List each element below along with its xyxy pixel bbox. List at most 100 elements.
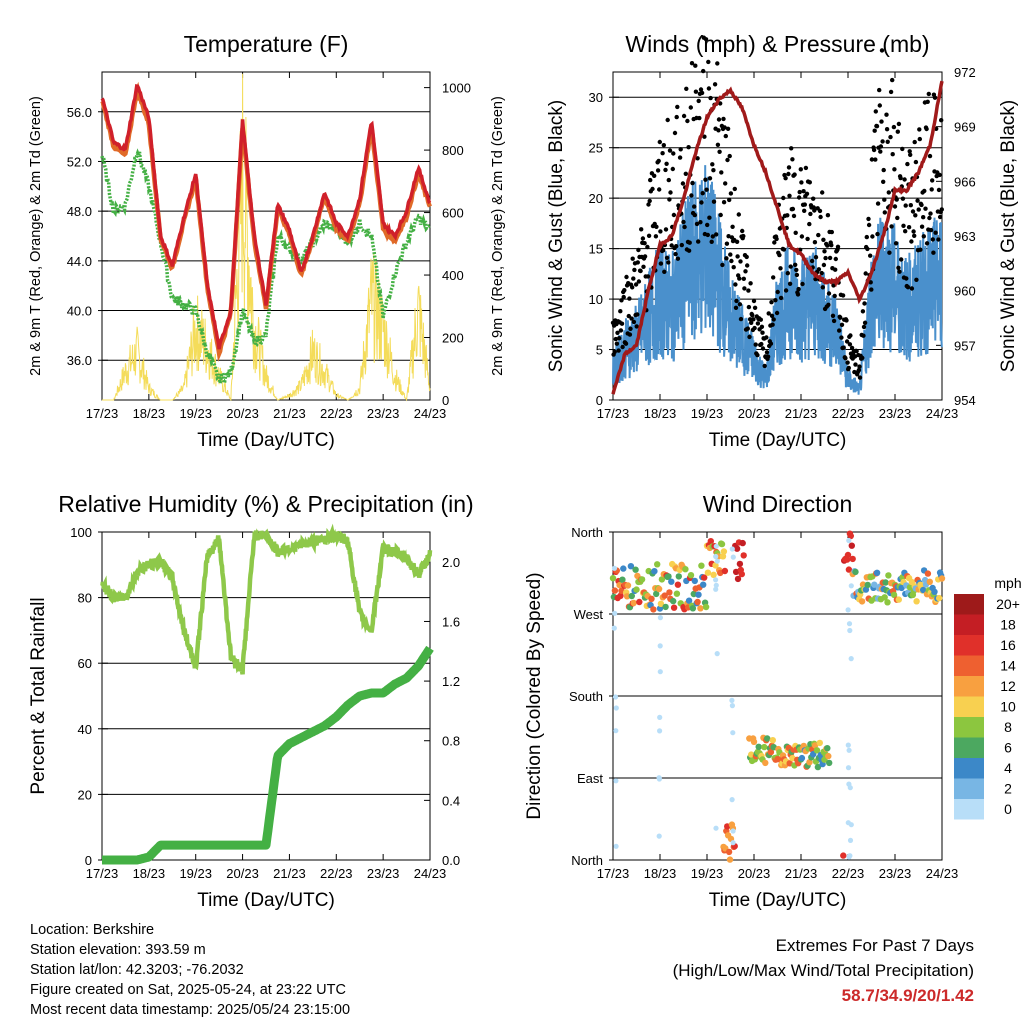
gust-point — [864, 234, 869, 240]
gust-point — [794, 272, 800, 278]
direction-point — [620, 565, 627, 572]
temperature-ylabel: 2m & 9m T (Red, Orange) & 2m Td (Green) — [28, 96, 44, 376]
gust-point — [642, 241, 647, 246]
temperature-ytick-label: 44.0 — [67, 254, 92, 269]
gust-point — [640, 236, 646, 241]
gust-point — [726, 234, 731, 239]
temperature-xtick-label: 20/23 — [226, 406, 259, 421]
gust-point — [924, 241, 930, 246]
gust-point — [641, 264, 646, 269]
direction-title: Wind Direction — [703, 491, 853, 517]
gust-point — [921, 234, 926, 239]
humidity-ytick-label: 80 — [78, 591, 92, 606]
gust-point — [866, 216, 871, 222]
gust-point — [771, 275, 776, 280]
gust-point — [661, 248, 666, 253]
speed-legend: mph 20+ 18 16 14 12 10 8 6 4 2 0 — [954, 575, 1022, 820]
gust-point — [616, 348, 621, 353]
direction-point — [611, 565, 618, 571]
direction-point — [713, 543, 719, 549]
humidity-ytick-label: 60 — [78, 656, 92, 671]
gust-point — [831, 283, 836, 288]
gust-point — [905, 161, 910, 167]
gust-point — [833, 256, 838, 262]
gust-point — [697, 115, 702, 121]
direction-point — [695, 591, 702, 598]
gust-point — [825, 243, 830, 248]
legend-label: 18 — [1000, 617, 1016, 633]
direction-point — [848, 542, 855, 549]
gust-point — [898, 175, 903, 181]
direction-point — [847, 532, 854, 540]
direction-point — [730, 554, 736, 560]
gust-point — [771, 317, 776, 322]
direction-ytick-label: East — [577, 771, 603, 786]
gust-point — [885, 139, 890, 144]
gust-point — [716, 128, 721, 133]
direction-point — [697, 605, 704, 612]
winds-title: Winds (mph) & Pressure (mb) — [625, 31, 929, 57]
direction-ylabel: Direction (Colored By Speed) — [524, 572, 545, 819]
gust-point — [750, 313, 755, 318]
gust-point — [929, 187, 934, 192]
gust-point — [631, 276, 636, 281]
gust-point — [821, 237, 826, 242]
latlon-text: Station lat/lon: 42.3203; -76.2032 — [30, 962, 244, 978]
gust-point — [800, 281, 805, 287]
direction-point — [734, 575, 742, 583]
gust-point — [722, 125, 727, 130]
gust-point — [710, 162, 715, 167]
direction-point — [609, 575, 617, 582]
gust-point — [660, 151, 665, 156]
gust-point — [875, 201, 881, 206]
gust-point — [788, 264, 793, 269]
gust-point — [805, 236, 810, 242]
gust-point — [802, 208, 807, 213]
humidity-xtick-label: 24/23 — [414, 866, 447, 881]
direction-point — [720, 548, 728, 555]
gust-point — [723, 133, 728, 139]
gust-point — [715, 61, 720, 66]
direction-point — [718, 540, 726, 548]
direction-point — [847, 853, 853, 859]
gust-point — [723, 181, 728, 186]
gust-point — [720, 262, 725, 268]
gust-point — [924, 126, 929, 132]
extremes-subtitle: (High/Low/Max Wind/Total Precipitation) — [672, 961, 974, 980]
direction-point — [662, 603, 669, 611]
direction-xlabel: Time (Day/UTC) — [709, 890, 847, 911]
direction-point — [882, 579, 889, 586]
direction-xtick-label: 23/23 — [879, 866, 912, 881]
gust-point — [655, 168, 661, 173]
gust-point — [860, 355, 865, 361]
direction-point — [656, 775, 662, 781]
gust-point — [755, 352, 760, 358]
direction-point — [638, 576, 646, 583]
direction-point — [657, 643, 663, 649]
gust-point — [874, 124, 880, 129]
gust-point — [623, 341, 629, 346]
winds-xtick-label: 21/23 — [785, 406, 818, 421]
gust-point — [664, 161, 669, 166]
humidity-title: Relative Humidity (%) & Precipitation (i… — [58, 491, 473, 517]
gust-point — [769, 300, 774, 305]
gust-point — [862, 320, 868, 325]
gust-point — [667, 197, 672, 202]
winds-ytick-right-label: 954 — [954, 393, 976, 408]
gust-point — [927, 153, 933, 159]
direction-point — [623, 593, 631, 600]
gust-point — [913, 159, 919, 165]
gust-point — [716, 117, 722, 122]
gust-point — [706, 59, 711, 65]
gust-point — [695, 156, 700, 161]
legend-label: 12 — [1000, 678, 1016, 694]
direction-point — [761, 743, 768, 751]
legend-swatch — [954, 758, 984, 779]
winds-xtick-label: 22/23 — [832, 406, 865, 421]
gust-point — [908, 203, 913, 208]
gust-point — [724, 241, 730, 246]
direction-point — [654, 561, 661, 568]
direction-point — [632, 566, 639, 573]
gust-point — [921, 215, 926, 220]
gust-point — [639, 227, 644, 232]
